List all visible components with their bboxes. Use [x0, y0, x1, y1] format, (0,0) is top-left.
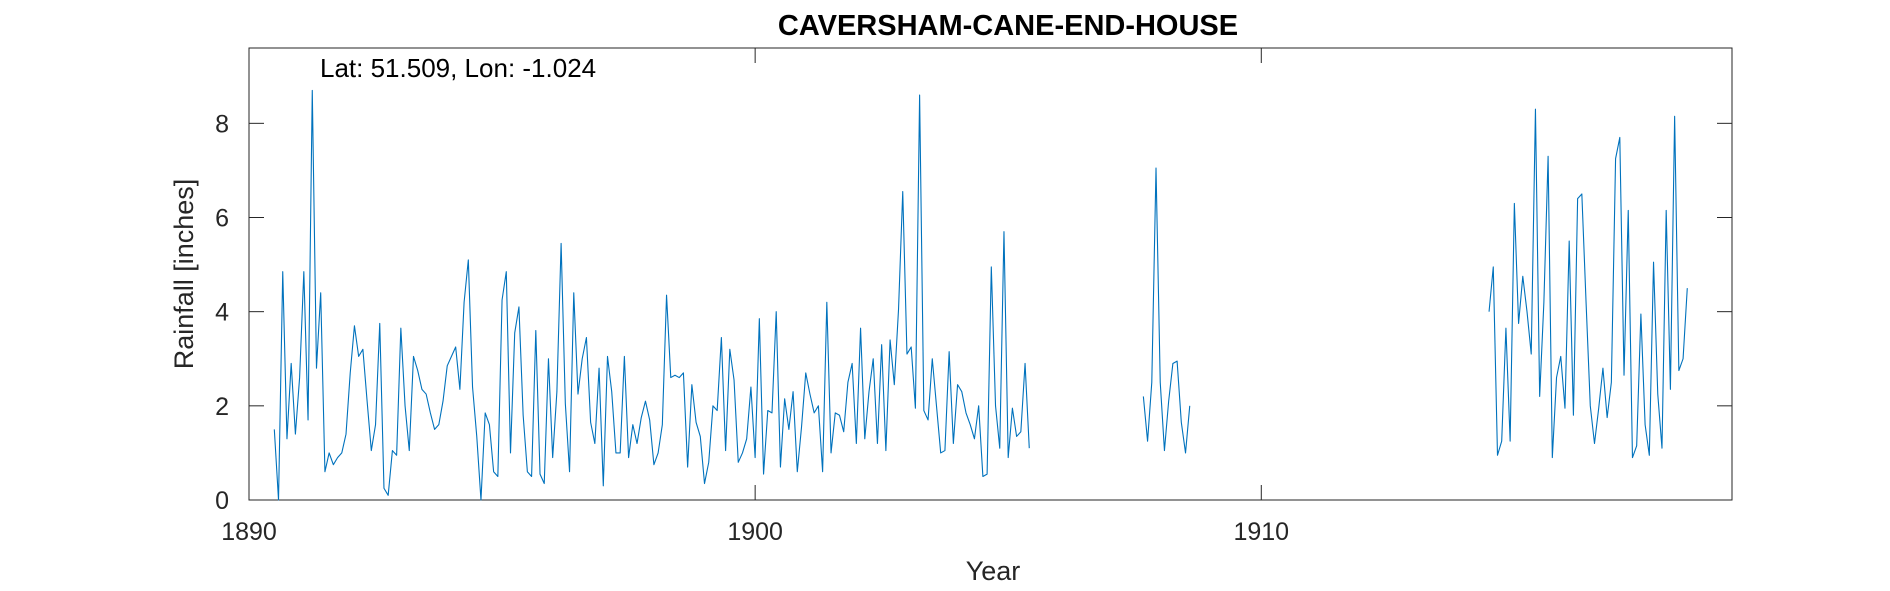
y-tick-label-3: 6 [215, 205, 229, 233]
y-axis-label: Rainfall [inches] [169, 179, 199, 370]
chart-title: CAVERSHAM-CANE-END-HOUSE [778, 10, 1238, 42]
rainfall-series-line-1 [1142, 167, 1191, 454]
y-tick-label-4: 8 [215, 110, 229, 138]
plot-area: 1890 1900 1910 0 2 4 6 8 [215, 47, 1733, 546]
axes-box [248, 47, 1733, 501]
station-coordinates-annotation: Lat: 51.509, Lon: -1.024 [320, 53, 596, 83]
rainfall-series-line-0 [273, 89, 1030, 501]
y-tick-label-2: 4 [215, 299, 229, 327]
y-tick-label-0: 0 [215, 487, 229, 515]
y-tick-label-1: 2 [215, 393, 229, 421]
x-tick-label-1: 1900 [727, 518, 783, 546]
ticks-layer: 1890 1900 1910 0 2 4 6 8 [215, 48, 1732, 546]
series-layer [273, 89, 1688, 501]
rainfall-series-line-2 [1488, 108, 1688, 459]
x-axis-label: Year [966, 556, 1021, 586]
x-tick-label-2: 1910 [1233, 518, 1289, 546]
x-tick-label-0: 1890 [221, 518, 277, 546]
